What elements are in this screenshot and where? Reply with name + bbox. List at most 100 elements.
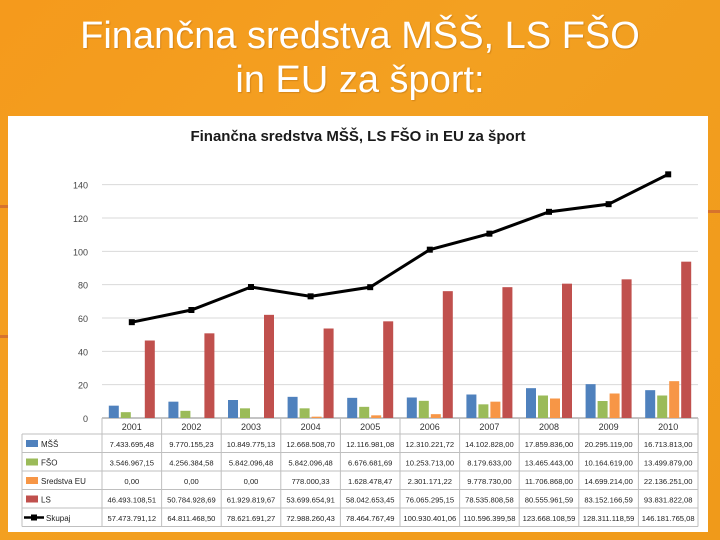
bar-LS: [562, 283, 572, 418]
decor-stripe: [708, 210, 720, 213]
data-label: 22.136.251,00: [644, 477, 693, 486]
legend-key-Sredstva EU: [26, 477, 38, 484]
bar-FŠO: [538, 395, 548, 418]
y-tick-label: 0: [83, 414, 88, 424]
slide-title: Finančna sredstva MŠŠ, LS FŠO in EU za š…: [0, 14, 720, 102]
data-label: 17.859.836,00: [525, 440, 574, 449]
bar-Sredstva EU: [430, 414, 441, 418]
data-label: 50.784.928,69: [167, 496, 216, 505]
data-label: 10.253.713,00: [406, 459, 455, 468]
bar-FŠO: [597, 401, 608, 418]
data-label: 20.295.119,00: [585, 440, 633, 449]
data-label: 72.988.260,43: [286, 514, 335, 523]
data-label: 0,00: [124, 477, 139, 486]
data-label: 78.535.808,58: [465, 496, 514, 505]
bar-FŠO: [359, 406, 370, 418]
data-label: 46.493.108,51: [108, 496, 157, 505]
data-label: 13.499.879,00: [644, 459, 693, 468]
y-tick-label: 40: [78, 347, 88, 357]
bar-MŠŠ: [347, 397, 358, 418]
x-tick-label: 2007: [479, 422, 499, 432]
data-label: 3.546.967,15: [110, 459, 154, 468]
data-label: 5.842.096,48: [229, 459, 273, 468]
point-Skupaj: [188, 307, 195, 313]
legend-key-MŠŠ: [26, 440, 38, 447]
bar-FŠO: [180, 410, 191, 418]
point-Skupaj: [367, 284, 374, 291]
bar-MŠŠ: [168, 401, 179, 418]
legend-label: FŠO: [41, 459, 57, 468]
bar-MŠŠ: [287, 396, 298, 418]
data-label: 1.628.478,47: [348, 477, 392, 486]
bar-LS: [442, 291, 453, 418]
legend-key-LS: [26, 495, 38, 503]
x-tick-label: 2004: [301, 422, 321, 432]
y-tick-label: 120: [73, 214, 88, 224]
x-tick-label: 2001: [122, 422, 142, 432]
data-label: 78.621.691,27: [227, 514, 276, 523]
data-label: 11.706.868,00: [525, 477, 573, 486]
x-tick-label: 2003: [241, 422, 261, 432]
bar-LS: [502, 287, 513, 418]
bar-MŠŠ: [108, 405, 119, 418]
data-label: 123.668.108,59: [523, 514, 576, 523]
bar-MŠŠ: [228, 400, 238, 418]
point-Skupaj: [307, 293, 314, 300]
legend-label: LS: [41, 496, 51, 505]
legend-key-marker-Skupaj: [31, 514, 37, 521]
data-label: 100.930.401,06: [403, 514, 456, 523]
decor-stripe: [0, 205, 10, 208]
bar-Sredstva EU: [371, 415, 382, 418]
point-Skupaj: [248, 284, 254, 290]
x-tick-label: 2006: [420, 422, 440, 432]
data-label: 9.770.155,23: [169, 440, 213, 449]
bar-MŠŠ: [585, 384, 596, 418]
data-label: 12.310.221,72: [406, 440, 455, 449]
data-label: 0,00: [184, 477, 199, 486]
data-label: 64.811.468,50: [167, 514, 215, 523]
bar-Sredstva EU: [490, 401, 501, 418]
bar-FŠO: [478, 404, 489, 418]
data-label: 14.699.214,00: [584, 477, 633, 486]
y-tick-label: 140: [73, 181, 88, 191]
data-label: 16.713.813,00: [644, 440, 693, 449]
bar-Sredstva EU: [669, 381, 680, 418]
data-label: 78.464.767,49: [346, 514, 395, 523]
data-label: 57.473.791,12: [108, 514, 157, 523]
y-tick-label: 20: [78, 381, 88, 391]
data-label: 110.596.399,58: [463, 514, 515, 523]
data-label: 12.668.508,70: [286, 440, 335, 449]
data-label: 53.699.654,91: [286, 496, 335, 505]
bar-FŠO: [657, 395, 668, 418]
data-label: 10.849.775,13: [227, 440, 276, 449]
point-Skupaj: [486, 230, 493, 237]
data-label: 4.256.384,58: [169, 459, 213, 468]
data-label: 5.842.096,48: [288, 459, 332, 468]
chart-svg: 0 20 40 60 80 100 120 140 2001 2002 2003 2004 2005 20…: [21, 171, 699, 527]
bar-LS: [621, 279, 632, 418]
decor-stripe: [0, 335, 10, 338]
data-label: 6.676.681,69: [348, 459, 392, 468]
data-label: 8.179.633,00: [467, 459, 511, 468]
point-Skupaj: [546, 208, 552, 215]
y-tick-label: 100: [73, 247, 88, 257]
data-label: 10.164.619,00: [584, 459, 633, 468]
slide-title-line2: in EU za šport:: [235, 59, 485, 101]
legend-label: Skupaj: [46, 514, 71, 523]
data-label: 80.555.961,59: [525, 496, 574, 505]
bar-FŠO: [120, 412, 131, 418]
bar-LS: [204, 333, 215, 418]
bar-FŠO: [299, 408, 310, 418]
bar-MŠŠ: [645, 390, 656, 418]
data-label: 0,00: [244, 477, 259, 486]
data-label: 61.929.819,67: [227, 496, 276, 505]
data-label: 12.116.981,08: [346, 440, 394, 449]
line-Skupaj: [131, 172, 669, 324]
bar-MŠŠ: [406, 397, 417, 418]
data-label: 778.000,33: [292, 477, 330, 486]
bar-Sredstva EU: [311, 416, 322, 418]
point-Skupaj: [426, 246, 433, 253]
x-tick-label: 2005: [360, 422, 380, 432]
y-tick-label: 80: [78, 281, 88, 291]
bar-LS: [681, 261, 692, 418]
